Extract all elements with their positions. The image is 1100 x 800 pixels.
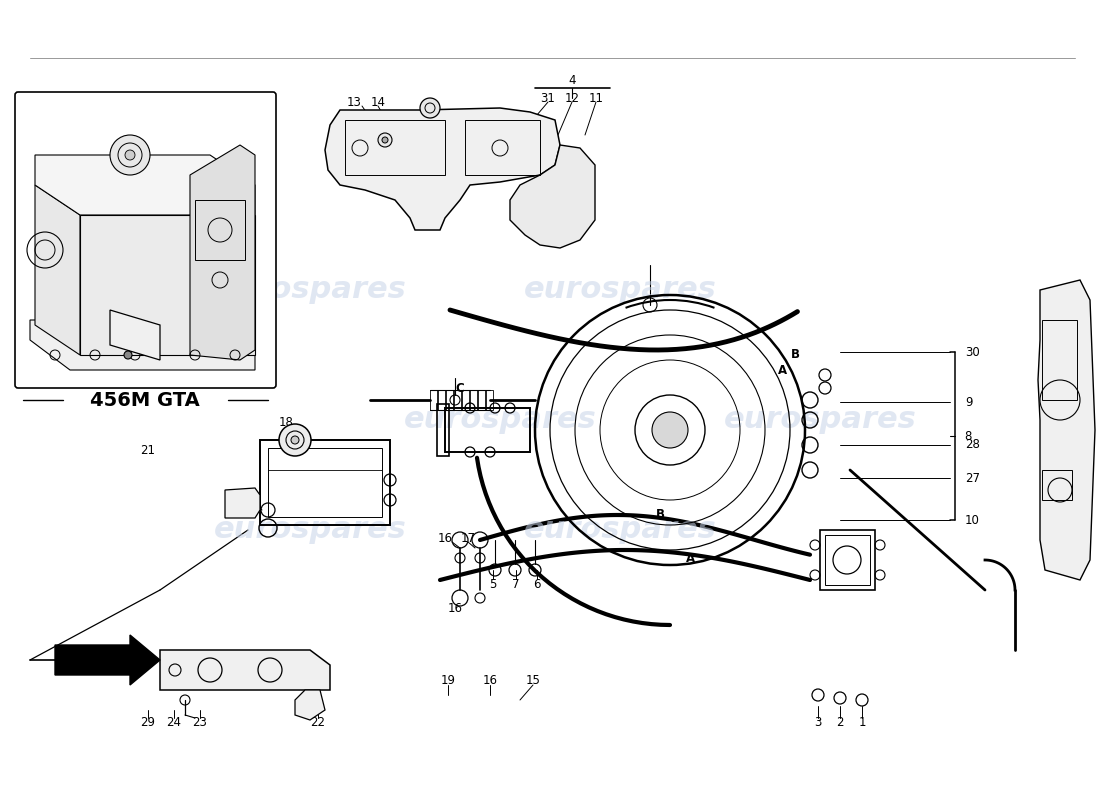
Text: B: B xyxy=(656,509,664,522)
Text: 7: 7 xyxy=(513,578,519,591)
Text: C: C xyxy=(235,497,244,510)
Text: 16: 16 xyxy=(438,531,452,545)
Bar xyxy=(486,390,493,410)
Polygon shape xyxy=(226,488,260,518)
Bar xyxy=(820,530,874,590)
Text: 25: 25 xyxy=(200,302,216,314)
Circle shape xyxy=(382,137,388,143)
Text: 13: 13 xyxy=(346,95,362,109)
Text: 3: 3 xyxy=(814,715,822,729)
Polygon shape xyxy=(80,215,255,355)
Text: 11: 11 xyxy=(588,91,604,105)
Text: 12: 12 xyxy=(564,91,580,105)
Text: eurospares: eurospares xyxy=(213,515,406,545)
Bar xyxy=(470,390,477,410)
Bar xyxy=(1042,320,1077,400)
Text: 6: 6 xyxy=(534,578,541,591)
Text: 9: 9 xyxy=(965,395,972,409)
Text: 20: 20 xyxy=(241,494,255,506)
Polygon shape xyxy=(110,310,160,360)
Bar xyxy=(438,390,446,410)
Circle shape xyxy=(110,135,150,175)
Text: 27: 27 xyxy=(965,471,980,485)
Bar xyxy=(454,390,461,410)
Text: 456M GTA: 456M GTA xyxy=(90,390,200,410)
Text: 31: 31 xyxy=(540,91,556,105)
Circle shape xyxy=(420,98,440,118)
Polygon shape xyxy=(30,320,255,370)
Text: eurospares: eurospares xyxy=(524,515,716,545)
Polygon shape xyxy=(324,108,560,230)
Text: 28: 28 xyxy=(965,438,980,451)
Bar xyxy=(195,200,245,260)
Text: 15: 15 xyxy=(526,674,540,686)
Bar xyxy=(260,440,390,525)
Text: C: C xyxy=(455,382,464,394)
Polygon shape xyxy=(295,690,324,720)
Polygon shape xyxy=(35,155,255,215)
Polygon shape xyxy=(55,635,160,685)
Text: eurospares: eurospares xyxy=(724,406,916,434)
Text: A: A xyxy=(778,363,786,377)
Text: 4: 4 xyxy=(569,74,575,86)
Text: 5: 5 xyxy=(490,578,497,591)
Bar xyxy=(825,535,870,585)
Text: 8: 8 xyxy=(965,430,971,442)
Text: 21: 21 xyxy=(141,443,155,457)
Bar xyxy=(478,390,485,410)
Text: 16: 16 xyxy=(483,674,497,686)
Text: eurospares: eurospares xyxy=(404,406,596,434)
Circle shape xyxy=(652,412,688,448)
Circle shape xyxy=(125,150,135,160)
Polygon shape xyxy=(160,650,330,690)
Bar xyxy=(1042,470,1072,500)
Circle shape xyxy=(292,436,299,444)
Text: 23: 23 xyxy=(192,715,208,729)
Text: 26: 26 xyxy=(200,317,216,330)
Circle shape xyxy=(279,424,311,456)
Text: 18: 18 xyxy=(278,415,294,429)
Bar xyxy=(462,390,469,410)
Bar xyxy=(446,408,530,452)
FancyBboxPatch shape xyxy=(15,92,276,388)
Text: B: B xyxy=(791,349,800,362)
Bar xyxy=(345,120,446,175)
Text: eurospares: eurospares xyxy=(213,275,406,305)
Polygon shape xyxy=(510,145,595,248)
Text: 10: 10 xyxy=(965,514,980,526)
Text: 14: 14 xyxy=(371,95,385,109)
Bar xyxy=(430,390,437,410)
Circle shape xyxy=(124,351,132,359)
Text: 1: 1 xyxy=(858,715,866,729)
Text: 24: 24 xyxy=(166,715,182,729)
Bar xyxy=(268,448,382,517)
Text: A: A xyxy=(685,551,694,565)
Text: eurospares: eurospares xyxy=(524,275,716,305)
Bar xyxy=(437,404,449,456)
Text: 30: 30 xyxy=(965,346,980,358)
Bar xyxy=(446,390,453,410)
Polygon shape xyxy=(1038,280,1094,580)
Text: 19: 19 xyxy=(440,674,455,686)
Polygon shape xyxy=(190,145,255,360)
Circle shape xyxy=(378,133,392,147)
Text: 17: 17 xyxy=(461,531,475,545)
Text: 16: 16 xyxy=(448,602,462,614)
Text: 29: 29 xyxy=(141,715,155,729)
Text: 2: 2 xyxy=(836,715,844,729)
Polygon shape xyxy=(35,185,80,355)
Text: 22: 22 xyxy=(310,715,326,729)
Bar xyxy=(465,120,540,175)
